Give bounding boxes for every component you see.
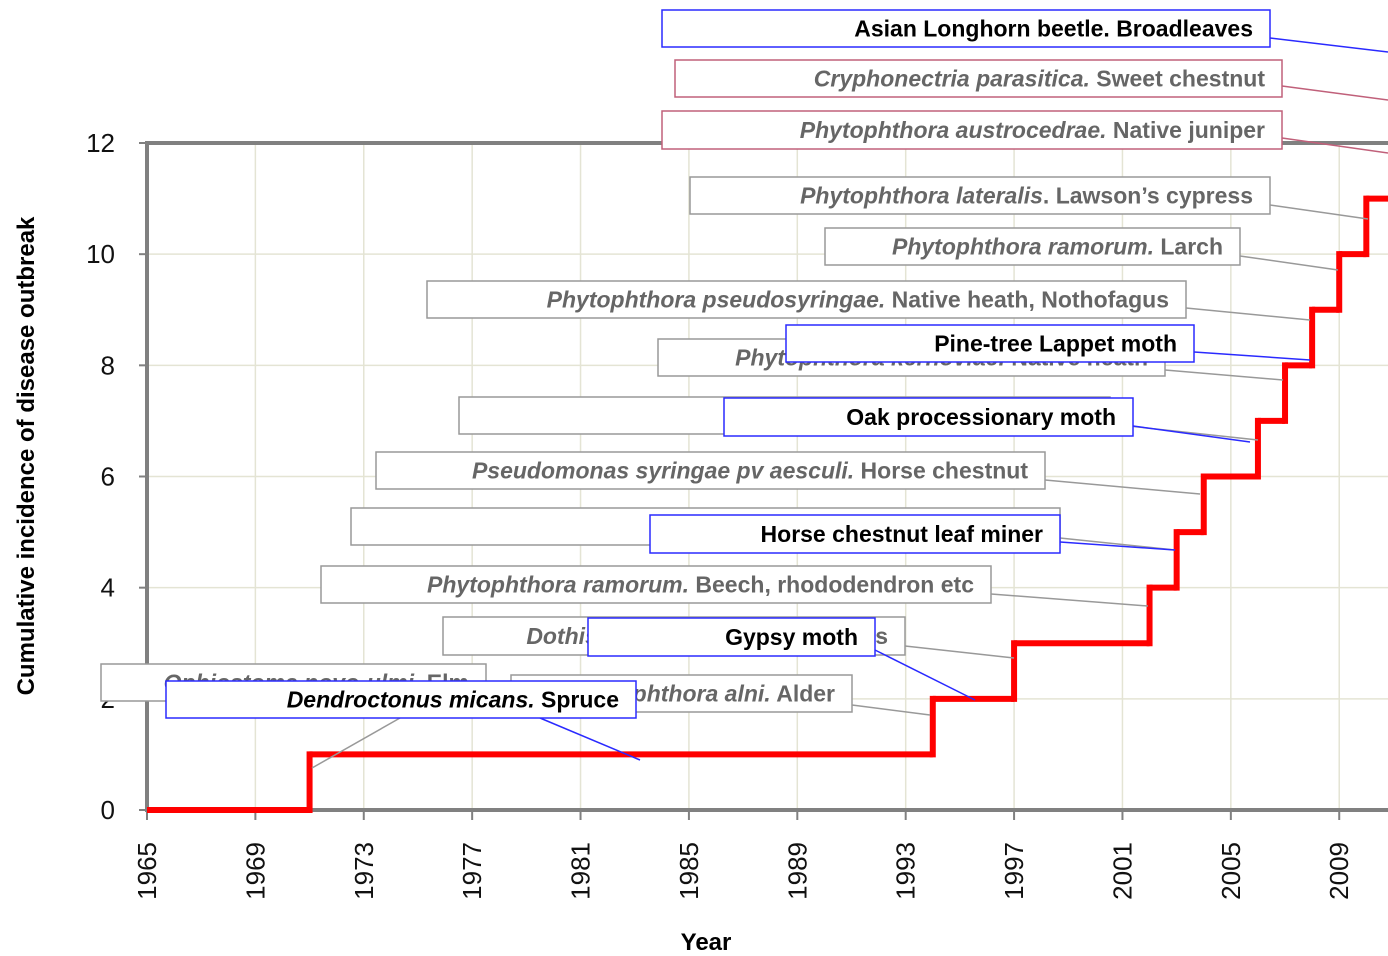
- annotation-text: Phytophthora pseudosyringae. Native heat…: [547, 287, 1169, 313]
- annotation: Phytophthora ramorum. Beech, rhododendro…: [320, 565, 1149, 607]
- x-tick-label: 1981: [566, 842, 596, 900]
- annotation-box: [375, 451, 1046, 490]
- annotation-host: Native juniper: [1107, 117, 1266, 143]
- annotation-box: [661, 9, 1271, 48]
- leader-line: [1281, 85, 1388, 101]
- x-axis-label: Year: [681, 929, 732, 956]
- annotation-box: [649, 514, 1061, 554]
- leader-line: [1164, 369, 1284, 381]
- leader-line: [874, 649, 976, 701]
- annotation-host: Sweet chestnut: [1090, 66, 1265, 92]
- x-tick-label: 2001: [1107, 842, 1137, 900]
- annotation-text: Pseudomonas syringae pv aesculi. Horse c…: [472, 458, 1028, 484]
- leader-line: [1044, 479, 1201, 495]
- annotation: Oak processionary moth: [723, 397, 1251, 443]
- annotation-species: Dendroctonus micans.: [287, 687, 535, 713]
- x-tick-label: 1985: [674, 842, 704, 900]
- annotation-host: . Lawson’s cypress: [1043, 183, 1253, 209]
- annotation-text: Dendroctonus micans. Spruce: [287, 687, 619, 713]
- annotation-box: [785, 324, 1195, 363]
- annotation-text: Pine-tree Lappet moth: [934, 331, 1177, 357]
- annotation-text: Cryphonectria parasitica. Sweet chestnut: [814, 66, 1266, 92]
- annotation: Cryphonectria parasitica. Sweet chestnut: [674, 59, 1388, 101]
- x-tick-label: 1969: [240, 842, 270, 900]
- annotation-box: [661, 110, 1283, 150]
- y-tick-label: 6: [101, 462, 115, 492]
- annotation-species: Phytophthora lateralis: [800, 183, 1043, 209]
- annotation-host: Gypsy moth: [725, 624, 858, 650]
- annotation-host: Horse chestnut leaf miner: [761, 521, 1044, 547]
- y-axis-label: Cumulative incidence of disease outbreak: [13, 216, 40, 695]
- annotation: Asian Longhorn beetle. Broadleaves: [661, 9, 1388, 53]
- annotation-text: Phytophthora ramorum. Larch: [892, 234, 1223, 260]
- annotation: Phytophthora austrocedrae. Native junipe…: [661, 110, 1388, 154]
- y-tick-label: 12: [86, 128, 115, 158]
- annotation-species: Pseudomonas syringae pv aesculi.: [472, 458, 854, 484]
- annotation-box: [824, 227, 1241, 266]
- annotation-host: Asian Longhorn beetle. Broadleaves: [854, 16, 1253, 42]
- annotation-text: Gypsy moth: [725, 624, 858, 650]
- leader-line: [1059, 541, 1176, 551]
- x-tick-label: 1989: [782, 842, 812, 900]
- annotation-text: Asian Longhorn beetle. Broadleaves: [854, 16, 1253, 42]
- annotation-box: [723, 397, 1134, 437]
- annotation-species: Phytophthora ramorum.: [427, 572, 689, 598]
- y-tick-label: 4: [101, 573, 115, 603]
- x-tick-label: 1993: [891, 842, 921, 900]
- annotation: Pine-tree Lappet moth: [785, 324, 1311, 363]
- leader-line: [1239, 255, 1339, 271]
- leader-line: [990, 593, 1149, 607]
- annotation: Dendroctonus micans. Spruce: [165, 680, 641, 761]
- annotation: Phytophthora pseudosyringae. Native heat…: [426, 280, 1311, 321]
- leader-line: [851, 704, 931, 716]
- annotation-host: Native heath, Nothofagus: [885, 287, 1169, 313]
- annotation-host: Pine-tree Lappet moth: [934, 331, 1177, 357]
- annotation-box: [426, 280, 1187, 319]
- annotation: Pseudomonas syringae pv aesculi. Horse c…: [375, 451, 1201, 495]
- annotation-text: Horse chestnut leaf miner: [761, 521, 1044, 547]
- annotation: Horse chestnut leaf miner: [649, 514, 1176, 554]
- x-tick-label: 2009: [1324, 842, 1354, 900]
- leader-line: [1185, 307, 1311, 321]
- leader-line: [311, 717, 401, 769]
- annotation-host: Larch: [1154, 234, 1223, 260]
- annotation-text: Phytophthora lateralis. Lawson’s cypress: [800, 183, 1253, 209]
- leader-line: [539, 717, 641, 761]
- leader-line: [1193, 351, 1311, 361]
- x-tick-label: 1965: [132, 842, 162, 900]
- annotation-text: Phytophthora austrocedrae. Native junipe…: [800, 117, 1265, 143]
- annotation: Phytophthora ramorum. Larch: [824, 227, 1339, 271]
- annotation-host: Oak processionary moth: [846, 404, 1116, 430]
- annotation: Phytophthora lateralis. Lawson’s cypress: [689, 176, 1369, 220]
- annotation-host: Alder: [771, 681, 835, 707]
- annotation: Gypsy moth: [587, 617, 976, 701]
- leader-line: [904, 645, 1015, 659]
- annotation-box: [674, 59, 1283, 98]
- annotation-host: Horse chestnut: [854, 458, 1028, 484]
- annotation-box: [320, 565, 992, 604]
- leader-line: [1269, 204, 1369, 220]
- x-tick-label: 1973: [349, 842, 379, 900]
- y-tick-label: 8: [101, 350, 115, 380]
- y-tick-label: 10: [86, 239, 115, 269]
- x-tick-label: 2005: [1216, 842, 1246, 900]
- annotation-host: Spruce: [535, 687, 619, 713]
- annotation-box: [587, 617, 876, 657]
- annotation-box: [165, 680, 637, 719]
- annotation-species: Phytophthora pseudosyringae.: [547, 287, 886, 313]
- annotation-text: Phytophthora ramorum. Beech, rhododendro…: [427, 572, 974, 598]
- y-tick-label: 0: [101, 795, 115, 825]
- annotation-species: Phytophthora ramorum.: [892, 234, 1154, 260]
- annotation-species: Cryphonectria parasitica.: [814, 66, 1090, 92]
- annotation-box: [689, 176, 1271, 215]
- x-tick-label: 1977: [457, 842, 487, 900]
- leader-line: [1281, 137, 1388, 154]
- annotation-host: Beech, rhododendron etc: [689, 572, 974, 598]
- annotation-species: Phytophthora austrocedrae.: [800, 117, 1107, 143]
- leader-line: [1132, 425, 1251, 443]
- annotation-text: Oak processionary moth: [846, 404, 1116, 430]
- x-tick-label: 1997: [999, 842, 1029, 900]
- leader-line: [1269, 37, 1388, 53]
